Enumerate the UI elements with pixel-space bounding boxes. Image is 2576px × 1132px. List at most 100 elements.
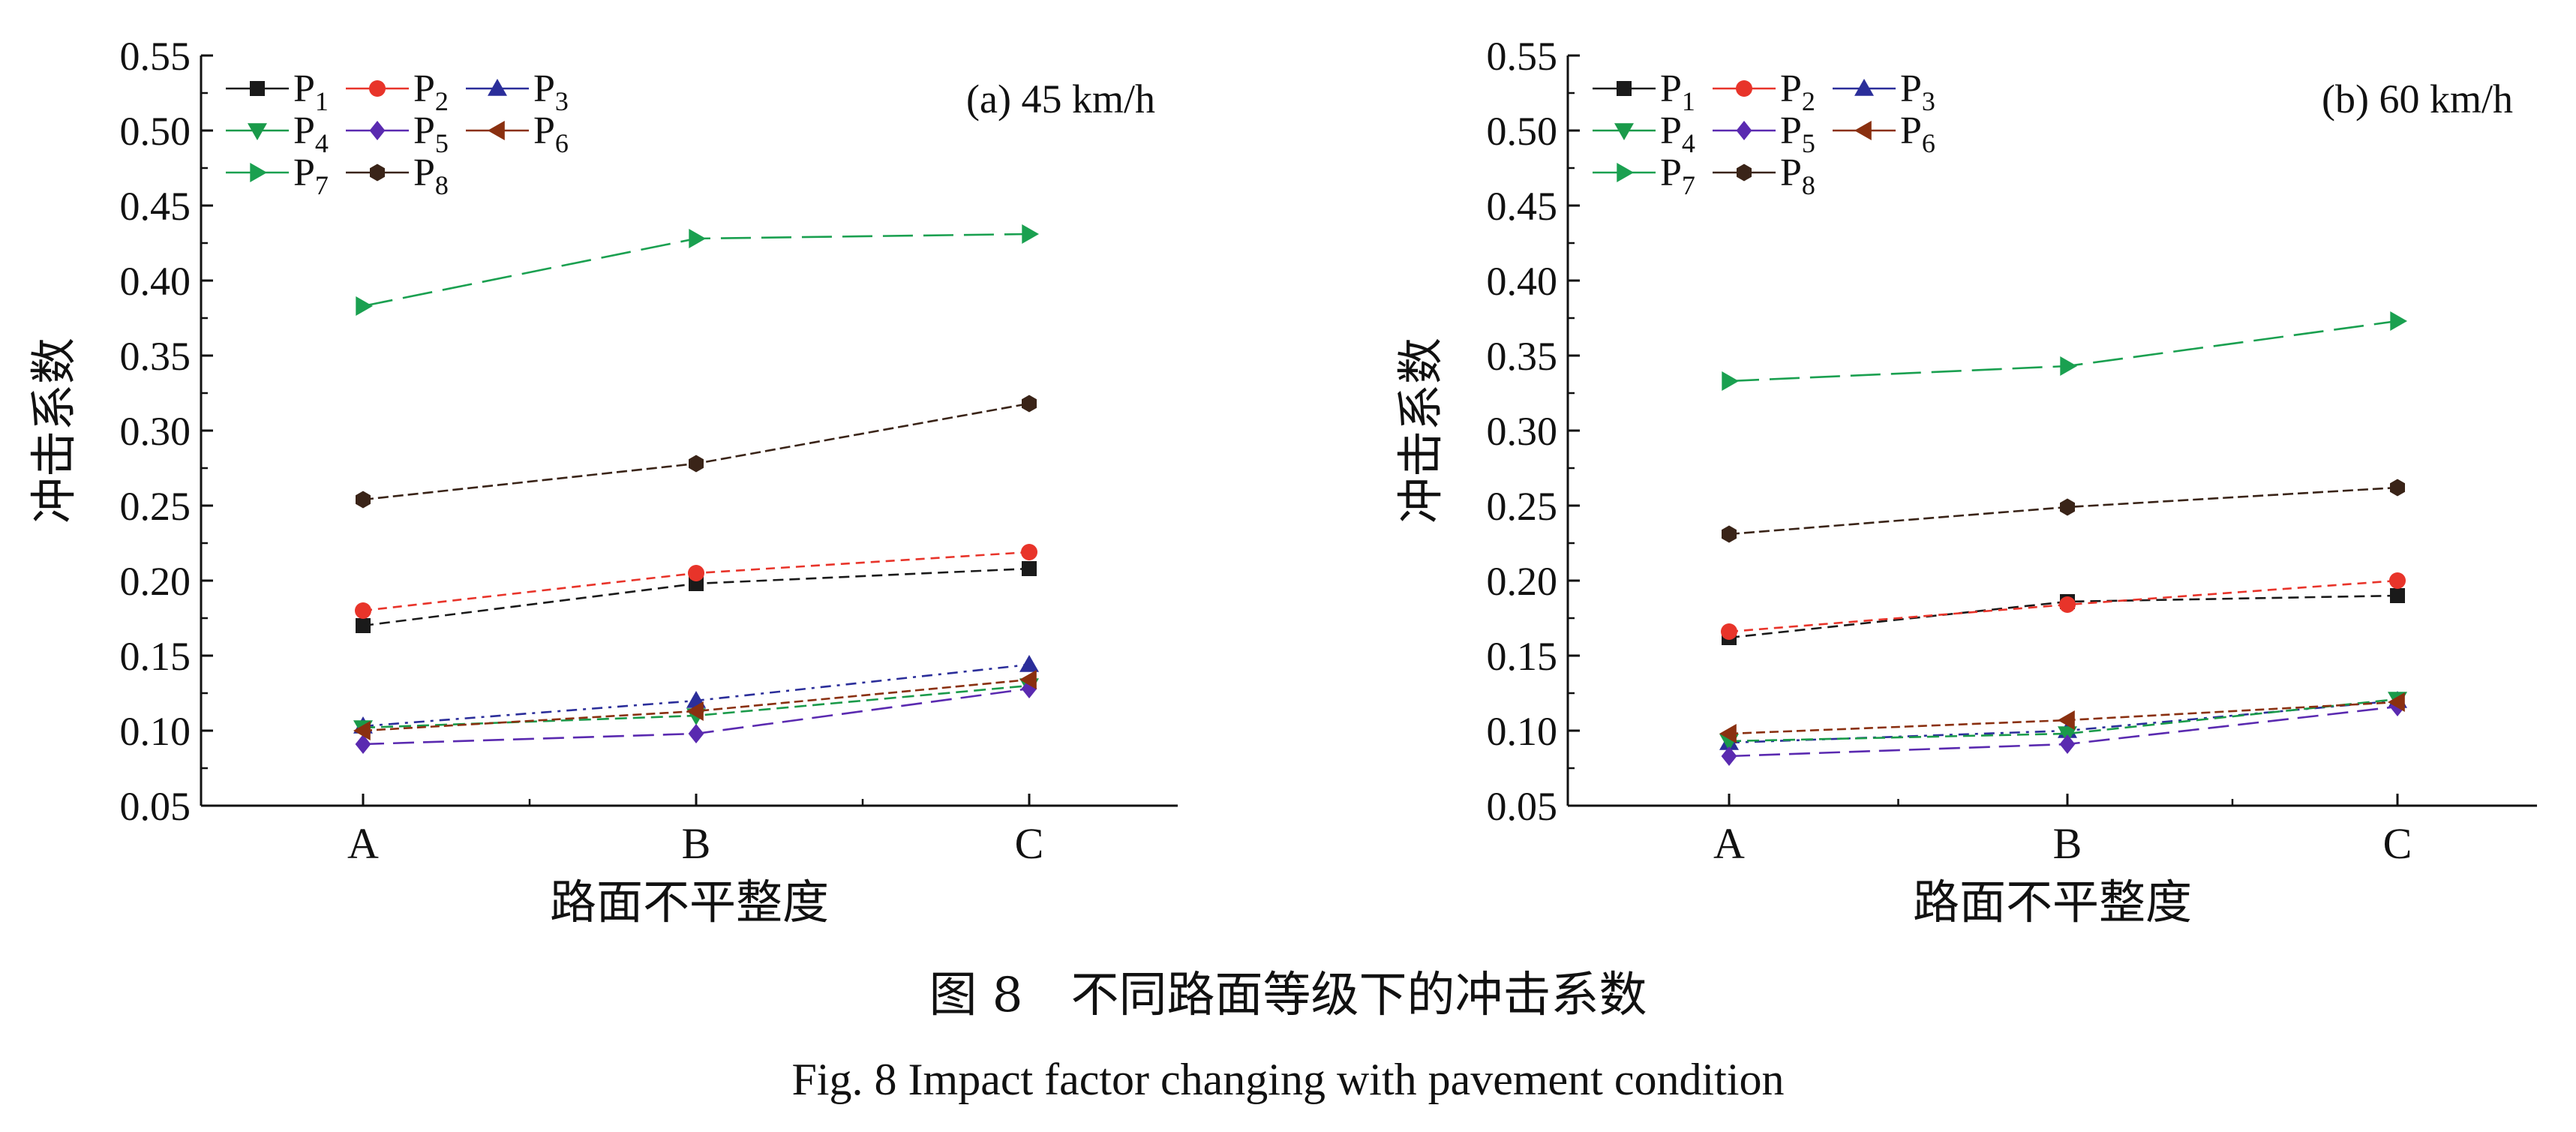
y-tick-label: 0.55 [1487,34,1558,79]
chart-panel-a: 0.05 0.10 0.15 0.20 0.25 0.30 0.35 0.40 0.45 0.50… [26,34,1178,929]
y-tick-label: 0.25 [120,484,191,529]
data-point-p6 [1019,670,1037,689]
legend-marker-p3 [1854,79,1874,96]
legend-marker-p7 [1617,163,1634,182]
y-tick-label: 0.50 [120,109,191,154]
y-tick-label: 0.50 [1487,109,1558,154]
x-tick-label: B [2053,819,2082,868]
data-point-p8 [2060,498,2075,516]
data-point-p8 [356,491,371,509]
series-line-p8 [362,402,1030,501]
data-point-p6 [353,721,371,740]
data-point-p5 [355,734,371,754]
legend-label-p8: P8 [1780,152,1815,200]
data-point-p2 [2059,596,2076,613]
y-tick-label: 0.35 [1487,334,1558,379]
data-point-p6 [2388,692,2405,712]
legend-marker-p4 [1614,123,1634,140]
x-axis-label: 路面不平整度 [1913,875,2192,929]
data-point-p5 [688,724,704,743]
legend-label-p8: P8 [413,152,449,200]
data-point-p8 [1022,395,1037,413]
y-tick-label: 0.25 [1487,484,1558,529]
y-tick-label: 0.30 [1487,409,1558,454]
y-tick-label: 0.40 [120,259,191,304]
data-point-p8 [1722,525,1737,543]
legend-label-p2: P2 [1780,68,1815,116]
y-tick-label: 0.15 [1487,634,1558,679]
legend-label-p3: P3 [533,68,569,116]
data-point-p8 [2390,479,2405,497]
chart-title: (b) 60 km/h [2322,77,2513,122]
legend-marker-p8 [1737,164,1752,182]
x-tick-label: B [682,819,711,868]
legend-marker-p6 [1854,121,1872,140]
series-line-p4 [1728,698,2398,743]
data-point-p2 [1021,544,1037,560]
legend-label-p7: P7 [293,152,329,200]
x-tick-label: C [1015,819,1044,868]
y-tick-label: 0.40 [1487,259,1558,304]
series-line-p7 [362,233,1030,308]
data-point-p2 [688,565,704,581]
x-tick-label: C [2383,819,2412,868]
data-point-p7 [2390,311,2407,331]
y-tick-label: 0.15 [120,634,191,679]
legend-label-p5: P5 [413,110,449,158]
y-tick-label: 0.45 [120,184,191,229]
legend-label-p6: P6 [1900,110,1935,158]
legend-label-p4: P4 [1660,110,1695,158]
data-point-p1 [356,618,371,633]
y-tick-label: 0.45 [1487,184,1558,229]
data-point-p1 [1022,561,1037,576]
x-tick-label: A [347,819,379,868]
y-tick-label: 0.20 [1487,559,1558,604]
data-point-p5 [2059,734,2076,754]
legend-label-p2: P2 [413,68,449,116]
data-point-p7 [356,296,373,316]
legend-label-p6: P6 [533,110,569,158]
chart-panel-b: 0.05 0.10 0.15 0.20 0.25 0.30 0.35 0.40 0.45 0.50… [1393,34,2537,929]
y-tick-label: 0.10 [120,709,191,754]
y-tick-label: 0.05 [1487,784,1558,829]
y-tick-label: 0.35 [120,334,191,379]
data-point-p5 [1721,746,1737,766]
data-point-p8 [689,455,704,473]
legend-marker-p5 [1736,121,1752,140]
legend-marker-p2 [1736,80,1752,97]
legend-marker-p3 [488,79,507,96]
legend-marker-p8 [370,164,385,182]
legend-marker-p5 [369,121,386,140]
data-point-p6 [686,701,704,721]
data-point-p7 [2060,356,2077,376]
legend-marker-p6 [488,121,505,140]
y-tick-label: 0.05 [120,784,191,829]
figure-caption-en: Fig. 8 Impact factor changing with pavem… [791,1055,1785,1104]
legend-label-p5: P5 [1780,110,1815,158]
legend-label-p3: P3 [1900,68,1935,116]
data-point-p6 [2058,710,2075,730]
data-point-p7 [1722,371,1739,391]
legend-marker-p1 [250,81,265,96]
legend-marker-p7 [250,163,267,182]
chart-title: (a) 45 km/h [966,77,1155,122]
y-tick-label: 0.55 [120,34,191,79]
legend-marker-p2 [369,80,386,97]
series-line-p6 [362,678,1030,732]
y-tick-label: 0.30 [120,409,191,454]
y-tick-label: 0.10 [1487,709,1558,754]
y-axis-label: 冲击系数 [1393,338,1448,524]
legend-label-p1: P1 [293,68,329,116]
data-point-p7 [1022,224,1039,244]
series-line-p2 [1728,579,2398,633]
data-point-p2 [2389,572,2406,589]
x-axis-label: 路面不平整度 [550,875,829,929]
legend-marker-p1 [1617,81,1632,96]
data-point-p6 [1719,724,1737,743]
legend-label-p1: P1 [1660,68,1695,116]
legend-label-p7: P7 [1660,152,1695,200]
data-point-p7 [689,229,706,248]
figure-caption-cn: 图 8 不同路面等级下的冲击系数 [929,968,1647,1023]
legend-marker-p4 [248,123,267,140]
